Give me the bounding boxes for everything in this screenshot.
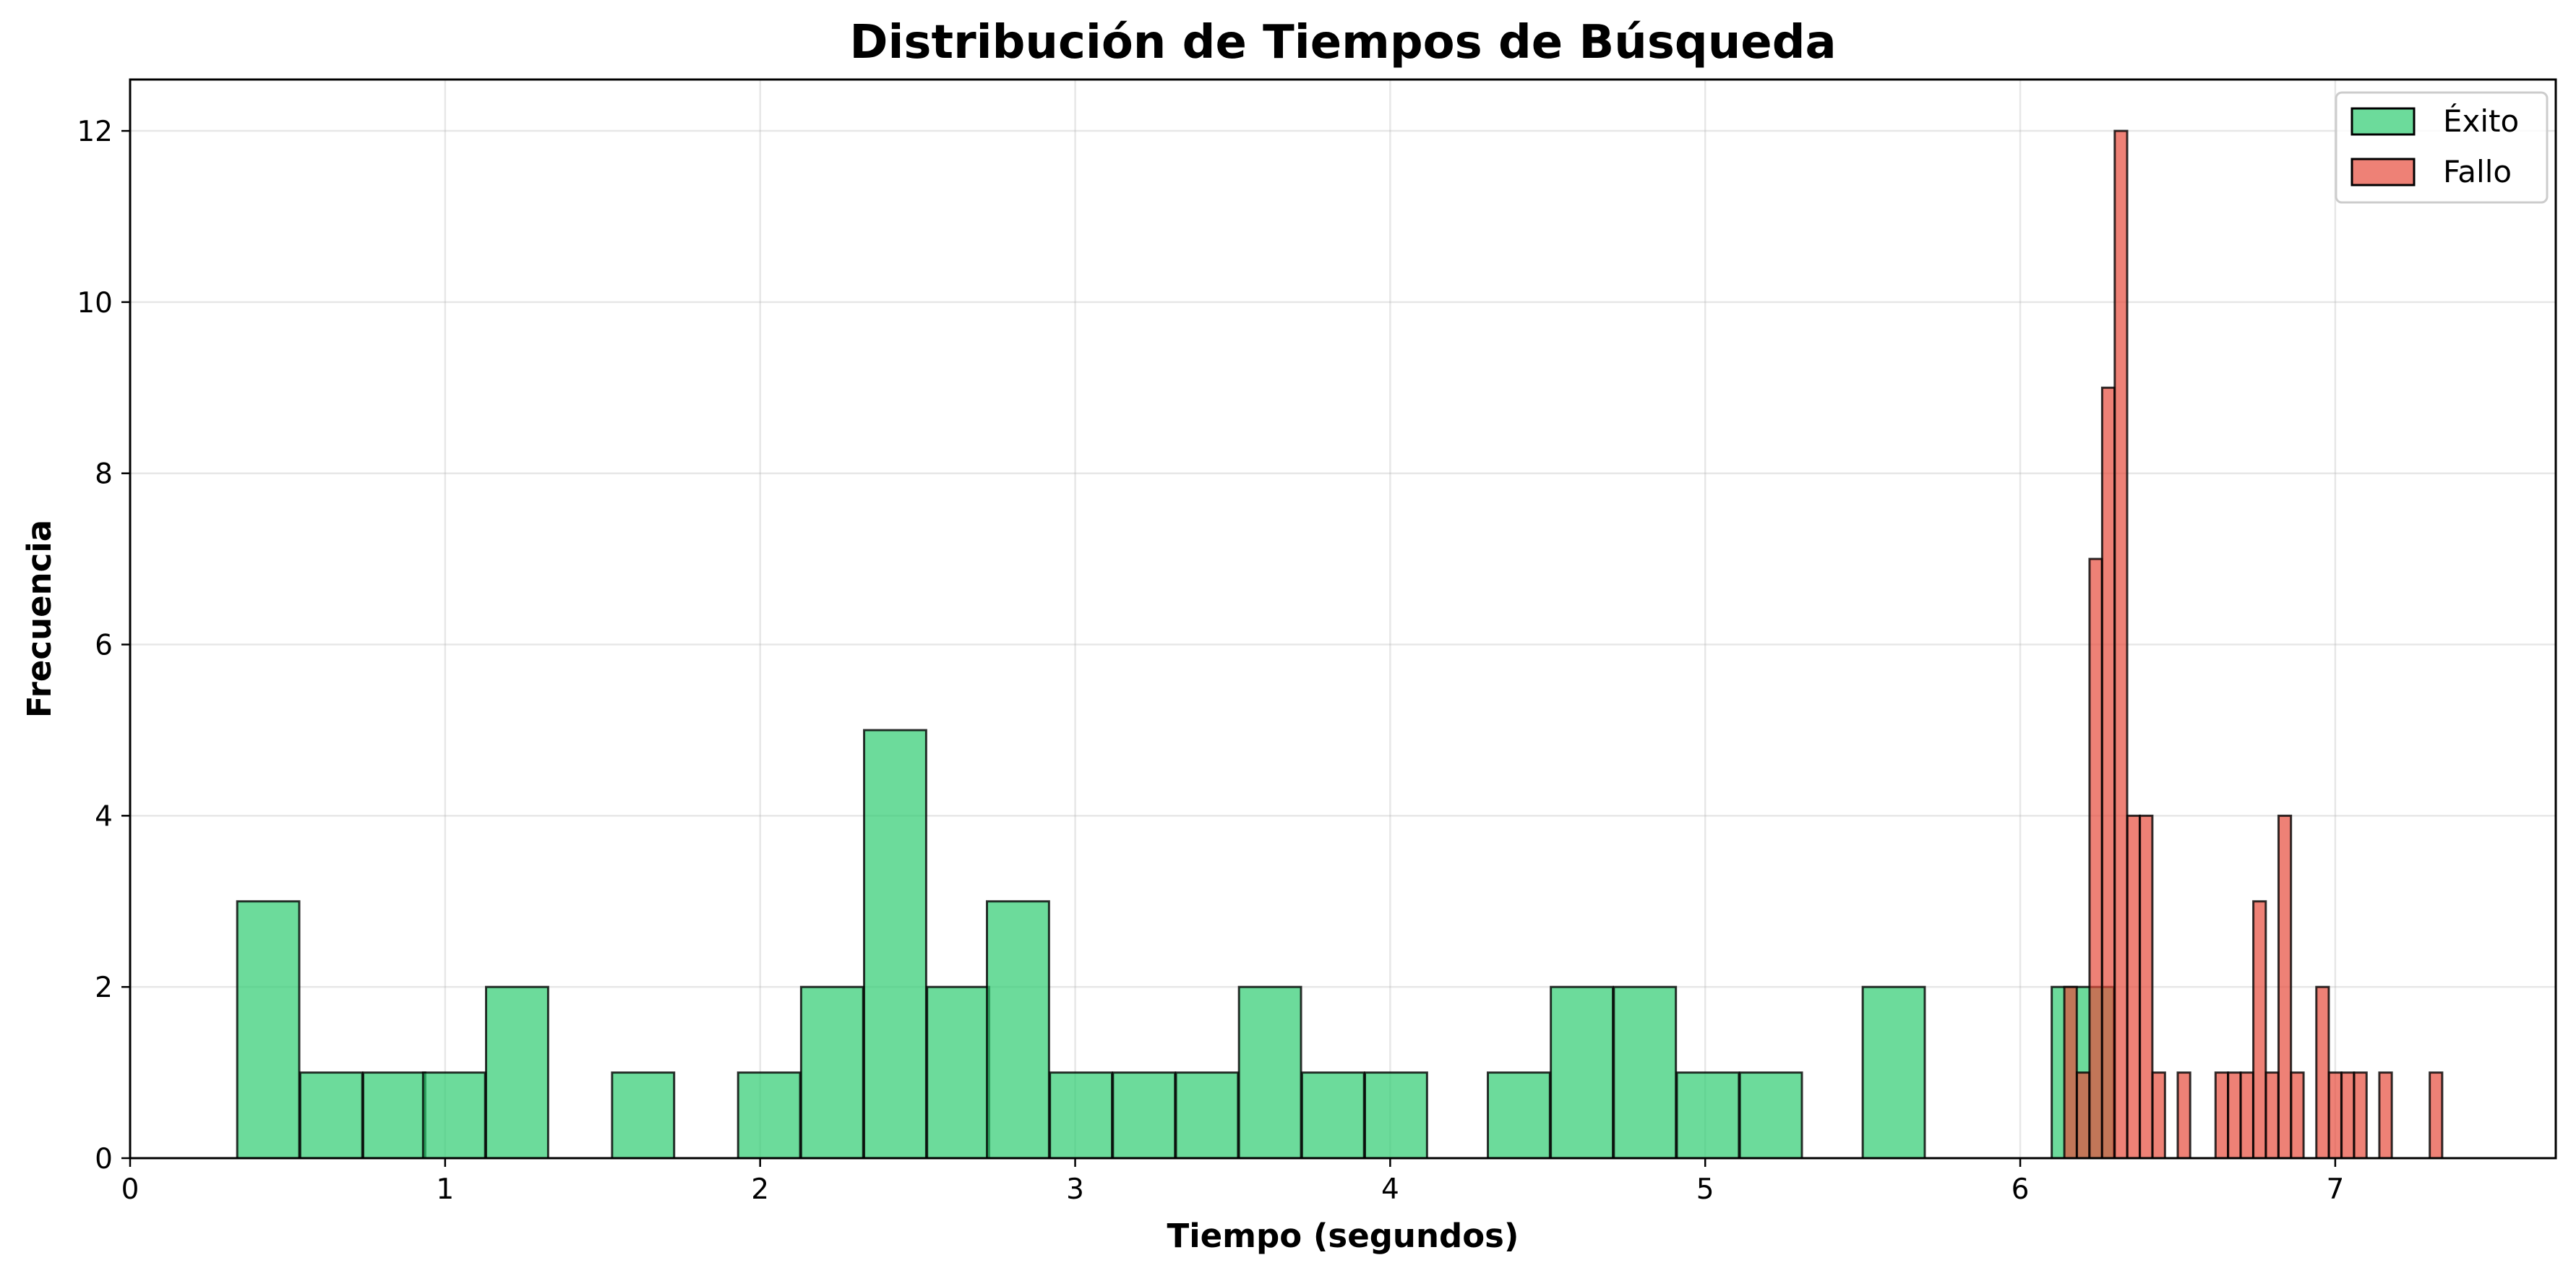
x-tick-label: 2 xyxy=(751,1173,769,1206)
bar-fallo xyxy=(2214,1071,2230,1160)
bar-fallo xyxy=(2277,814,2293,1160)
bar-fallo xyxy=(2063,985,2078,1160)
bar-exito xyxy=(737,1071,802,1160)
bar-exito xyxy=(1049,1071,1114,1160)
bar-exito xyxy=(799,985,864,1160)
x-tick-label: 1 xyxy=(436,1173,454,1206)
bar-fallo xyxy=(2113,129,2129,1160)
bar-exito xyxy=(926,985,991,1160)
bar-exito xyxy=(1112,1071,1177,1160)
y-tick-label: 0 xyxy=(95,1143,113,1176)
bar-fallo xyxy=(2151,1071,2166,1160)
bar-fallo xyxy=(2126,814,2141,1160)
legend-label-exito: Éxito xyxy=(2443,103,2519,139)
bar-exito xyxy=(1613,985,1678,1160)
histogram-bars xyxy=(236,129,2444,1160)
x-tick-label: 3 xyxy=(1066,1173,1084,1206)
bar-exito xyxy=(236,900,301,1160)
x-tick-label: 4 xyxy=(1381,1173,1399,1206)
x-axis-label: Tiempo (segundos) xyxy=(1167,1217,1519,1255)
legend: Éxito Fallo xyxy=(2335,91,2549,204)
bar-exito xyxy=(485,985,549,1160)
chart-title: Distribución de Tiempos de Búsqueda xyxy=(849,16,1836,69)
bar-fallo xyxy=(2139,814,2154,1160)
y-tick-label: 6 xyxy=(95,630,113,662)
bar-exito xyxy=(1738,1071,1803,1160)
bar-fallo xyxy=(2429,1071,2444,1160)
bar-exito xyxy=(1175,1071,1240,1160)
y-tick-label: 2 xyxy=(95,972,113,1004)
plot-frame xyxy=(129,78,2557,1160)
bar-exito xyxy=(299,1071,364,1160)
bar-exito xyxy=(611,1071,676,1160)
y-tick-label: 8 xyxy=(95,458,113,491)
x-tick-label: 6 xyxy=(2012,1173,2030,1206)
bar-fallo xyxy=(2227,1071,2242,1160)
bar-fallo xyxy=(2353,1071,2368,1160)
bar-exito xyxy=(1237,985,1302,1160)
bar-exito xyxy=(1300,1071,1365,1160)
bar-fallo xyxy=(2315,985,2330,1160)
bar-fallo xyxy=(2100,386,2116,1160)
bar-exito xyxy=(863,729,927,1160)
bar-exito xyxy=(985,900,1050,1160)
bar-exito xyxy=(362,1071,426,1160)
legend-swatch-exito xyxy=(2350,107,2416,136)
bar-fallo xyxy=(2239,1071,2254,1160)
bar-exito xyxy=(1550,985,1615,1160)
y-tick-label: 4 xyxy=(95,800,113,833)
bar-fallo xyxy=(2076,1071,2091,1160)
bar-fallo xyxy=(2340,1071,2356,1160)
bar-fallo xyxy=(2088,557,2103,1160)
y-tick-label: 12 xyxy=(77,116,113,148)
bar-fallo xyxy=(2290,1071,2305,1160)
bar-fallo xyxy=(2252,900,2267,1160)
bar-exito xyxy=(421,1071,486,1160)
bar-exito xyxy=(1675,1071,1740,1160)
x-tick-label: 7 xyxy=(2326,1173,2344,1206)
bar-exito xyxy=(1364,1071,1428,1160)
bar-fallo xyxy=(2264,1071,2280,1160)
bar-fallo xyxy=(2327,1071,2343,1160)
legend-swatch-fallo xyxy=(2350,158,2416,187)
x-tick-label: 0 xyxy=(121,1173,139,1206)
legend-label-fallo: Fallo xyxy=(2443,154,2512,189)
bar-fallo xyxy=(2378,1071,2393,1160)
bar-exito xyxy=(1486,1071,1551,1160)
y-axis-label: Frecuencia xyxy=(20,520,59,718)
x-tick-label: 5 xyxy=(1696,1173,1714,1206)
bar-exito xyxy=(1861,985,1926,1160)
y-tick-label: 10 xyxy=(77,287,113,320)
bar-fallo xyxy=(2176,1071,2191,1160)
